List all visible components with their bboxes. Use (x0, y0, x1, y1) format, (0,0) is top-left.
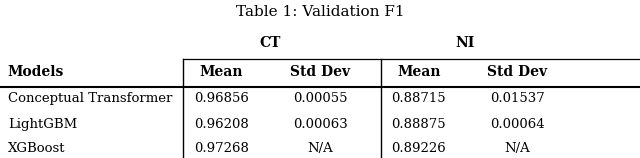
Text: Mean: Mean (397, 65, 440, 79)
Text: 0.96208: 0.96208 (194, 118, 248, 131)
Text: Mean: Mean (200, 65, 243, 79)
Text: 0.00055: 0.00055 (292, 92, 348, 105)
Text: N/A: N/A (505, 142, 531, 155)
Text: 0.00063: 0.00063 (292, 118, 348, 131)
Text: 0.88875: 0.88875 (392, 118, 446, 131)
Text: Models: Models (8, 65, 64, 79)
Text: Std Dev: Std Dev (488, 65, 548, 79)
Text: 0.97268: 0.97268 (194, 142, 249, 155)
Text: NI: NI (456, 36, 475, 50)
Text: XGBoost: XGBoost (8, 142, 65, 155)
Text: 0.01537: 0.01537 (490, 92, 545, 105)
Text: 0.89226: 0.89226 (392, 142, 446, 155)
Text: N/A: N/A (307, 142, 333, 155)
Text: CT: CT (260, 36, 281, 50)
Text: 0.96856: 0.96856 (194, 92, 249, 105)
Text: Conceptual Transformer: Conceptual Transformer (8, 92, 172, 105)
Text: 0.88715: 0.88715 (392, 92, 446, 105)
Text: Table 1: Validation F1: Table 1: Validation F1 (236, 5, 404, 19)
Text: Std Dev: Std Dev (290, 65, 350, 79)
Text: 0.00064: 0.00064 (490, 118, 545, 131)
Text: LightGBM: LightGBM (8, 118, 77, 131)
